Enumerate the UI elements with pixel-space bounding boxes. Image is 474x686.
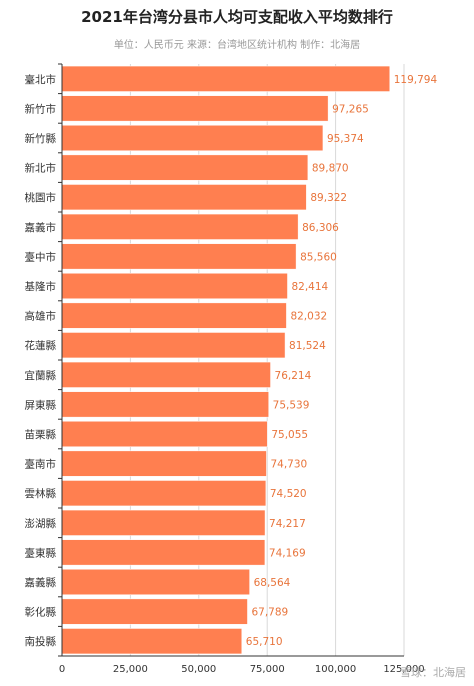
category-labels: 臺北市新竹市新竹縣新北市桃園市嘉義市臺中市基隆市高雄市花蓮縣宜蘭縣屏東縣苗栗縣臺… bbox=[25, 73, 57, 648]
value-label: 97,265 bbox=[332, 103, 369, 115]
x-tick-label: 100,000 bbox=[315, 664, 356, 675]
bar bbox=[61, 302, 287, 329]
value-label: 74,520 bbox=[270, 488, 307, 500]
category-label: 南投縣 bbox=[25, 635, 57, 648]
category-label: 新竹縣 bbox=[25, 132, 57, 145]
bar bbox=[61, 598, 248, 625]
value-label: 86,306 bbox=[302, 222, 339, 234]
category-label: 嘉義縣 bbox=[25, 576, 57, 589]
chart-subtitle: 单位：人民币元 来源：台湾地区统计机构 制作：北海居 bbox=[113, 40, 361, 51]
value-label: 89,322 bbox=[310, 192, 347, 204]
bar bbox=[61, 509, 266, 536]
category-label: 花蓮縣 bbox=[25, 339, 57, 352]
value-label: 74,730 bbox=[270, 459, 307, 471]
bar bbox=[61, 243, 297, 270]
bars bbox=[61, 65, 391, 655]
bar bbox=[61, 273, 288, 299]
value-label: 85,560 bbox=[300, 251, 337, 263]
category-label: 高雄市 bbox=[25, 310, 57, 323]
category-label: 基隆市 bbox=[25, 280, 57, 293]
bar bbox=[61, 332, 286, 359]
x-tick-label: 125,000 bbox=[383, 664, 424, 675]
value-label: 89,870 bbox=[312, 163, 349, 175]
x-tick-label: 75,000 bbox=[250, 664, 285, 675]
bar bbox=[61, 450, 267, 477]
x-tick-label: 50,000 bbox=[181, 664, 216, 675]
value-label: 119,794 bbox=[394, 74, 438, 86]
bar bbox=[61, 95, 329, 122]
category-label: 宜蘭縣 bbox=[25, 369, 57, 382]
bar bbox=[61, 421, 268, 447]
value-label: 81,524 bbox=[289, 340, 326, 352]
bar bbox=[61, 361, 271, 388]
category-label: 雲林縣 bbox=[25, 487, 57, 500]
category-label: 臺南市 bbox=[25, 458, 57, 471]
bar bbox=[61, 569, 250, 595]
value-labels: 119,794 97,265 95,374 89,870 89,322 86,306 85,… bbox=[246, 74, 438, 648]
value-label: 95,374 bbox=[327, 133, 364, 145]
x-axis: 0 25,000 50,000 75,000 100,000 125,000 bbox=[58, 63, 425, 675]
category-label: 桃園市 bbox=[25, 191, 57, 204]
category-label: 屏東縣 bbox=[25, 398, 57, 411]
category-label: 臺北市 bbox=[25, 73, 57, 86]
chart-title: 2021年台湾分县市人均可支配收入平均数排行 bbox=[81, 8, 393, 26]
value-label: 65,710 bbox=[246, 636, 283, 648]
category-label: 嘉義市 bbox=[25, 221, 57, 234]
value-label: 68,564 bbox=[254, 577, 291, 589]
category-label: 臺中市 bbox=[25, 250, 57, 263]
bar bbox=[61, 65, 391, 92]
bar bbox=[61, 213, 299, 240]
x-tick-label: 0 bbox=[59, 664, 65, 675]
category-label: 苗栗縣 bbox=[25, 429, 57, 441]
category-label: 臺東縣 bbox=[25, 546, 57, 559]
category-label: 澎湖縣 bbox=[25, 518, 57, 530]
value-label: 74,169 bbox=[269, 547, 306, 559]
grid-lines bbox=[129, 64, 405, 656]
watermark: 雪球：北海居 bbox=[400, 666, 466, 679]
bar bbox=[61, 125, 324, 151]
value-label: 82,032 bbox=[290, 311, 327, 323]
bar bbox=[61, 480, 267, 507]
bar bbox=[61, 154, 309, 181]
bar bbox=[61, 539, 266, 566]
category-label: 新竹市 bbox=[25, 102, 57, 115]
value-label: 75,539 bbox=[273, 399, 310, 411]
category-label: 彰化縣 bbox=[25, 606, 57, 619]
x-tick-label: 25,000 bbox=[113, 664, 148, 675]
value-label: 67,789 bbox=[251, 607, 288, 619]
bar bbox=[61, 391, 269, 418]
bar bbox=[61, 184, 307, 211]
value-label: 75,055 bbox=[271, 429, 308, 441]
value-label: 74,217 bbox=[269, 518, 306, 530]
category-label: 新北市 bbox=[25, 162, 57, 175]
value-label: 82,414 bbox=[291, 281, 328, 293]
bar bbox=[61, 628, 243, 655]
value-label: 76,214 bbox=[275, 370, 312, 382]
